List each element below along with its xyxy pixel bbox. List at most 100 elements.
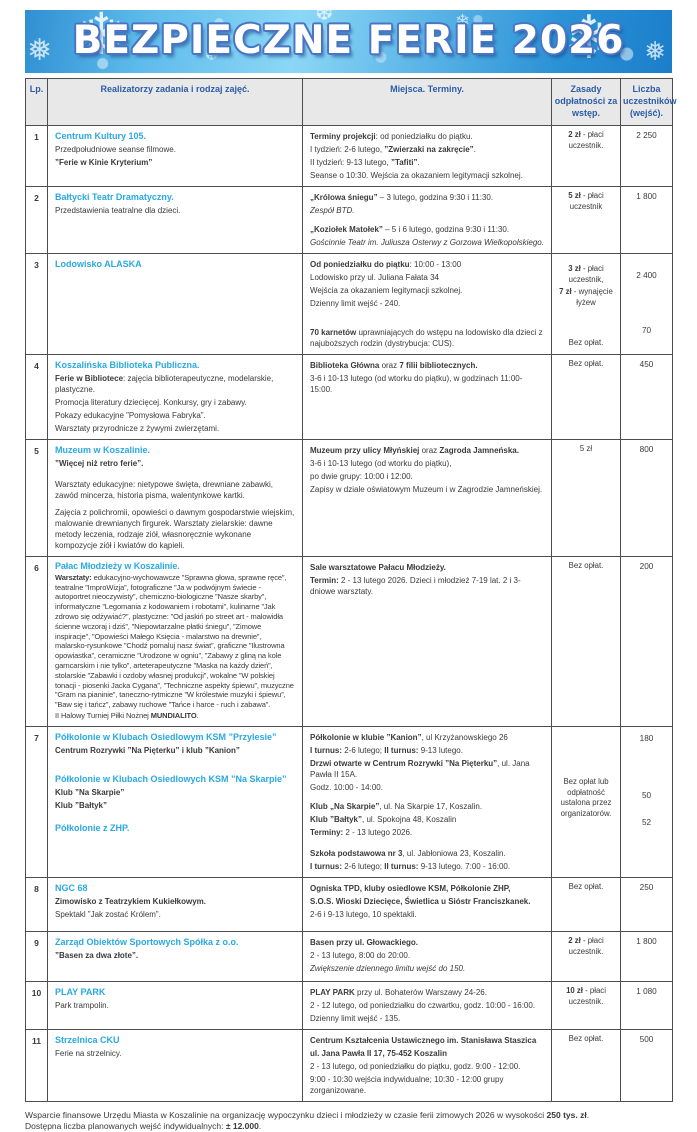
cell-fee: Bez opłat lub odpłatność ustalona przez … (551, 726, 621, 878)
text-line: 3 (34, 260, 39, 270)
cell-lp: 4 (25, 354, 48, 440)
text-line: II tydzień: 9-13 lutego, ”Tafiti”. (310, 158, 420, 167)
cell-places: Centrum Kształcenia Ustawicznego im. Sta… (302, 1029, 552, 1102)
text-line: Ogniska TPD, kluby osiedlowe KSM, Półkol… (310, 884, 511, 893)
text-line: Park trampolin. (55, 1001, 109, 1010)
col-header-miejsca-terminy: Miejsca. Terminy. (302, 78, 552, 126)
text-line: Zwiększenie dziennego limitu wejść do 15… (310, 964, 466, 973)
cell-lp: 11 (25, 1029, 48, 1102)
text-line: 9 (34, 938, 39, 948)
cell-fee: Bez opłat. (551, 354, 621, 440)
table-row: 10 PLAY PARK Park trampolin. PLAY PARK przy… (25, 981, 673, 1030)
text-line: Ferie w Bibliotece: zajęcia biblioterape… (55, 374, 274, 394)
snowflake-icon: ❆ (205, 47, 219, 64)
text-line: 52 (641, 818, 652, 827)
snowflake-icon: ❄ (455, 11, 471, 31)
cell-places: Półkolonie w klubie ”Kanion”, ul Krzyżan… (302, 726, 552, 878)
cell-count: 1 080 (620, 981, 673, 1030)
cell-realizator: Lodowisko ALASKA (47, 253, 303, 355)
footer-line-capacity: Dostępna liczba planowanych wejść indywi… (25, 1121, 672, 1132)
cell-realizator: Pałac Młodzieży w Koszalinie. Warsztaty: … (47, 556, 303, 727)
text-line: 180 (639, 734, 654, 743)
text-line: I tydzień: 2-6 lutego, ”Zwierzaki na zak… (310, 145, 476, 154)
text-line: „Królowa śniegu” – 3 lutego, godzina 9:3… (310, 193, 494, 202)
text-line: Półkolonie z ZHP. (55, 823, 130, 833)
text-line: 5 zł (579, 444, 593, 453)
cell-count: 180 50 52 (620, 726, 673, 878)
text-line: Terminy: 2 - 13 lutego 2026. (310, 828, 413, 837)
text-line: Muzeum przy ulicy Młyńskiej oraz Zagroda… (310, 446, 519, 455)
text-line: 9:00 - 10:30 wejścia indywidualne; 10:30… (310, 1075, 504, 1095)
text-line: 2 - 12 lutego, od poniedziałku do czwart… (310, 1001, 536, 1010)
cell-fee: 2 zł - płaci uczestnik. (551, 125, 621, 187)
text-line: Seanse o 10:30. Wejścia za okazaniem leg… (310, 171, 523, 180)
text-line: Godz. 10:00 - 14:00. (310, 783, 383, 792)
text-line: Klub „Na Skarpie”, ul. Na Skarpie 17, Ko… (310, 802, 483, 811)
text-line: 70 karnetów uprawniających do wstępu na … (310, 328, 543, 348)
text-line: Bez opłat. (568, 882, 604, 891)
snowflake-icon: ❅ (644, 36, 666, 66)
text-line: ”Ferie w Kinie Kryterium” (55, 158, 153, 167)
cell-places: Sale warsztatowe Pałacu Młodzieży. Termin… (302, 556, 552, 727)
text-line: 1 080 (636, 987, 657, 996)
text-line: Bez opłat. (568, 338, 604, 347)
text-line: Półkolonie w Klubach Osiedlowym KSM ”Prz… (55, 732, 277, 742)
table-row: 5 Muzeum w Koszalinie. ”Więcej niż retro f… (25, 439, 673, 557)
cell-lp: 7 (25, 726, 48, 878)
page: ❄ ❅ ❆ ❄ ❅ ❄ ❆ BEZPIECZNE FERIE 2026 Lp. … (0, 10, 697, 1132)
text-line: Zajęcia z polichromii, opowieści o dawny… (55, 508, 295, 550)
snowflake-icon: ❄ (563, 10, 614, 71)
text-line: 5 (34, 446, 39, 456)
text-line: Basen przy ul. Głowackiego. (310, 938, 419, 947)
text-line: 3 zł - płaci uczestnik, (568, 264, 604, 284)
text-line: „Koziołek Matołek” – 5 i 6 lutego, godzi… (310, 225, 510, 234)
cell-count: 500 (620, 1029, 673, 1102)
cell-fee: Bez opłat. (551, 1029, 621, 1102)
text-line: 2 400 (636, 271, 657, 280)
text-line: Półkolonie w Klubach Osiedlowych KSM ”Na… (55, 774, 287, 784)
cell-fee: Bez opłat. (551, 556, 621, 727)
text-line: PLAY PARK (55, 987, 106, 997)
cell-fee: 5 zł (551, 439, 621, 557)
table-row: 11 Strzelnica CKU Ferie na strzelnicy. Cent… (25, 1029, 673, 1102)
cell-places: Ogniska TPD, kluby osiedlowe KSM, Półkol… (302, 877, 552, 932)
text-line: Ferie na strzelnicy. (55, 1049, 122, 1058)
cell-realizator: NGC 68 Zimowisko z Teatrzykiem Kukiełkowy… (47, 877, 303, 932)
cell-places: Od poniedziałku do piątku: 10:00 - 13:00… (302, 253, 552, 355)
cell-lp: 10 (25, 981, 48, 1030)
text-line: Biblioteka Główna oraz 7 filii bibliotec… (310, 361, 478, 370)
text-line: Bez opłat lub odpłatność ustalona przez … (560, 777, 612, 818)
text-line: Zimowisko z Teatrzykiem Kukiełkowym. (55, 897, 207, 906)
text-line: Centrum Kształcenia Ustawicznego im. Sta… (310, 1036, 537, 1045)
text-line: Dostępna liczba planowanych wejść indywi… (25, 1121, 262, 1131)
text-line: 5 zł - płaci uczestnik (568, 191, 604, 211)
text-line: I turnus: 2-6 lutego; II turnus: 9-13 lu… (310, 862, 511, 871)
text-line: Klub ”Na Skarpie” (55, 788, 125, 797)
text-line: Warsztaty przyrodnicze z żywymi zwierzęt… (55, 424, 220, 433)
cell-fee: Bez opłat. (551, 877, 621, 932)
text-line: Spektakl ”Jak zostać Królem”. (55, 910, 161, 919)
cell-count: 800 (620, 439, 673, 557)
table-row: 8 NGC 68 Zimowisko z Teatrzykiem Kukiełkow… (25, 877, 673, 932)
cell-fee: 10 zł - płaci uczestnik. (551, 981, 621, 1030)
cell-lp: 8 (25, 877, 48, 932)
table-row: 9 Zarząd Obiektów Sportowych Spółka z o.o… (25, 931, 673, 982)
cell-places: Biblioteka Główna oraz 7 filii bibliotec… (302, 354, 552, 440)
cell-realizator: Centrum Kultury 105. Przedpołudniowe sean… (47, 125, 303, 187)
cell-places: Basen przy ul. Głowackiego. 2 - 13 lutego… (302, 931, 552, 982)
snowflake-icon: ❆ (315, 10, 334, 25)
text-line: Dzienny limit wejść - 135. (310, 1014, 401, 1023)
text-line: Koszalińska Biblioteka Publiczna. (55, 360, 200, 370)
text-line: 800 (639, 445, 654, 454)
text-line: 50 (641, 791, 652, 800)
text-line: Półkolonie w klubie ”Kanion”, ul Krzyżan… (310, 733, 508, 742)
cell-places: „Królowa śniegu” – 3 lutego, godzina 9:3… (302, 186, 552, 254)
col-header-realizatorzy: Realizatorzy zadania i rodzaj zajęć. (47, 78, 303, 126)
cell-realizator: Zarząd Obiektów Sportowych Spółka z o.o.… (47, 931, 303, 982)
table-row: 3 Lodowisko ALASKA Od poniedziałku do piąt… (25, 253, 673, 355)
text-line: S.O.S. Wioski Dziecięce, Świetlica u Sió… (310, 897, 531, 906)
text-line: Lodowisko przy ul. Juliana Fałata 34 (310, 273, 439, 282)
text-line: Bez opłat. (568, 561, 604, 570)
text-line: Pokazy edukacyjne ”Pomysłowa Fabryka”. (55, 411, 206, 420)
table-row: 4 Koszalińska Biblioteka Publiczna. Ferie … (25, 354, 673, 440)
